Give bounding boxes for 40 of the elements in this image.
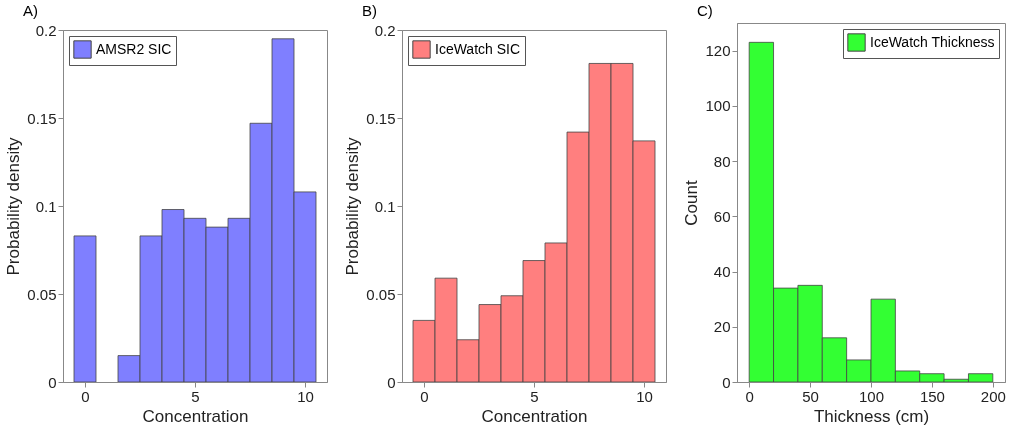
y-tick-label: 0.15	[366, 109, 396, 127]
legend-label: IceWatch SIC	[435, 40, 521, 57]
y-tick-label: 20	[713, 318, 731, 336]
chart-title: C)	[697, 2, 713, 19]
y-tick-label: 40	[713, 263, 731, 281]
y-tick-label: 0.1	[35, 197, 57, 215]
x-tick-label: 10	[297, 387, 314, 405]
y-axis-title: Count	[682, 180, 702, 226]
x-axis-title: Thickness (cm)	[813, 406, 930, 426]
y-axis-title: Probability density	[343, 137, 363, 276]
x-tick-label: 100	[858, 387, 885, 405]
y-tick-label: 60	[713, 207, 731, 225]
y-tick-label: 0.2	[35, 21, 57, 39]
x-axis-title: Concentration	[481, 406, 588, 426]
x-tick-label: 10	[636, 387, 653, 405]
x-tick-label: 5	[191, 387, 200, 405]
x-tick-label: 0	[81, 387, 90, 405]
y-tick-label: 80	[713, 152, 731, 170]
y-tick-label: 0.05	[366, 285, 396, 303]
x-tick-label: 0	[745, 387, 754, 405]
x-tick-label: 5	[530, 387, 539, 405]
y-tick-label: 0.2	[374, 21, 396, 39]
chart-title: A)	[23, 2, 38, 19]
x-tick-label: 0	[420, 387, 429, 405]
y-tick-label: 0.05	[27, 285, 57, 303]
y-tick-label: 0	[48, 373, 57, 391]
x-tick-label: 50	[802, 387, 819, 405]
x-tick-label: 150	[919, 387, 945, 405]
y-axis-title: Probability density	[4, 137, 24, 276]
y-tick-label: 120	[705, 42, 731, 60]
legend-label: IceWatch Thickness	[870, 33, 995, 50]
y-tick-label: 0	[387, 373, 396, 391]
y-tick-label: 0	[722, 373, 731, 391]
x-axis-title: Concentration	[142, 406, 249, 426]
x-tick-label: 200	[980, 387, 1006, 405]
legend-label: AMSR2 SIC	[96, 40, 172, 57]
chart-title: B)	[362, 2, 377, 19]
y-tick-label: 100	[705, 97, 731, 115]
y-tick-label: 0.15	[27, 109, 57, 127]
y-tick-label: 0.1	[374, 197, 396, 215]
